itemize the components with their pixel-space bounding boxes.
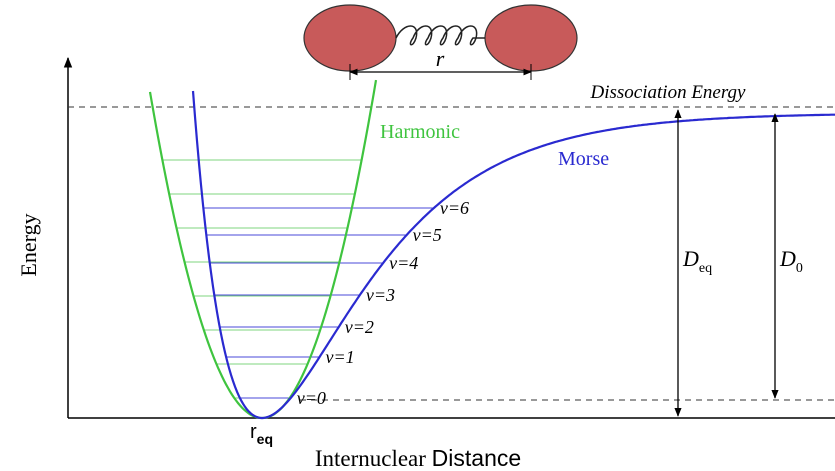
level-label: ν=6 — [440, 198, 469, 218]
morse-label: Morse — [558, 148, 609, 170]
level-label: ν=5 — [413, 225, 442, 245]
harmonic-label: Harmonic — [380, 121, 460, 143]
diagram: r Dissociation Energy Harmonic Morse Deq… — [0, 0, 835, 471]
harmonic-curve — [150, 80, 376, 418]
bond-label: r — [436, 46, 445, 71]
x-axis-label: Internuclear Distance — [315, 445, 521, 471]
level-label: ν=3 — [366, 285, 395, 305]
d-0-label: D0 — [779, 246, 803, 276]
spring — [396, 26, 485, 45]
level-label: ν=1 — [326, 347, 355, 367]
atom — [485, 5, 577, 71]
level-label: ν=4 — [389, 253, 418, 273]
d-eq-label: Deq — [682, 246, 712, 276]
level-label: ν=2 — [345, 317, 374, 337]
r-eq-label: req — [250, 421, 273, 447]
level-label: ν=0 — [297, 388, 326, 408]
y-axis-label: Energy — [16, 213, 41, 276]
morse-curve — [193, 91, 835, 418]
atom — [304, 5, 396, 71]
dissociation-label: Dissociation Energy — [590, 82, 747, 103]
